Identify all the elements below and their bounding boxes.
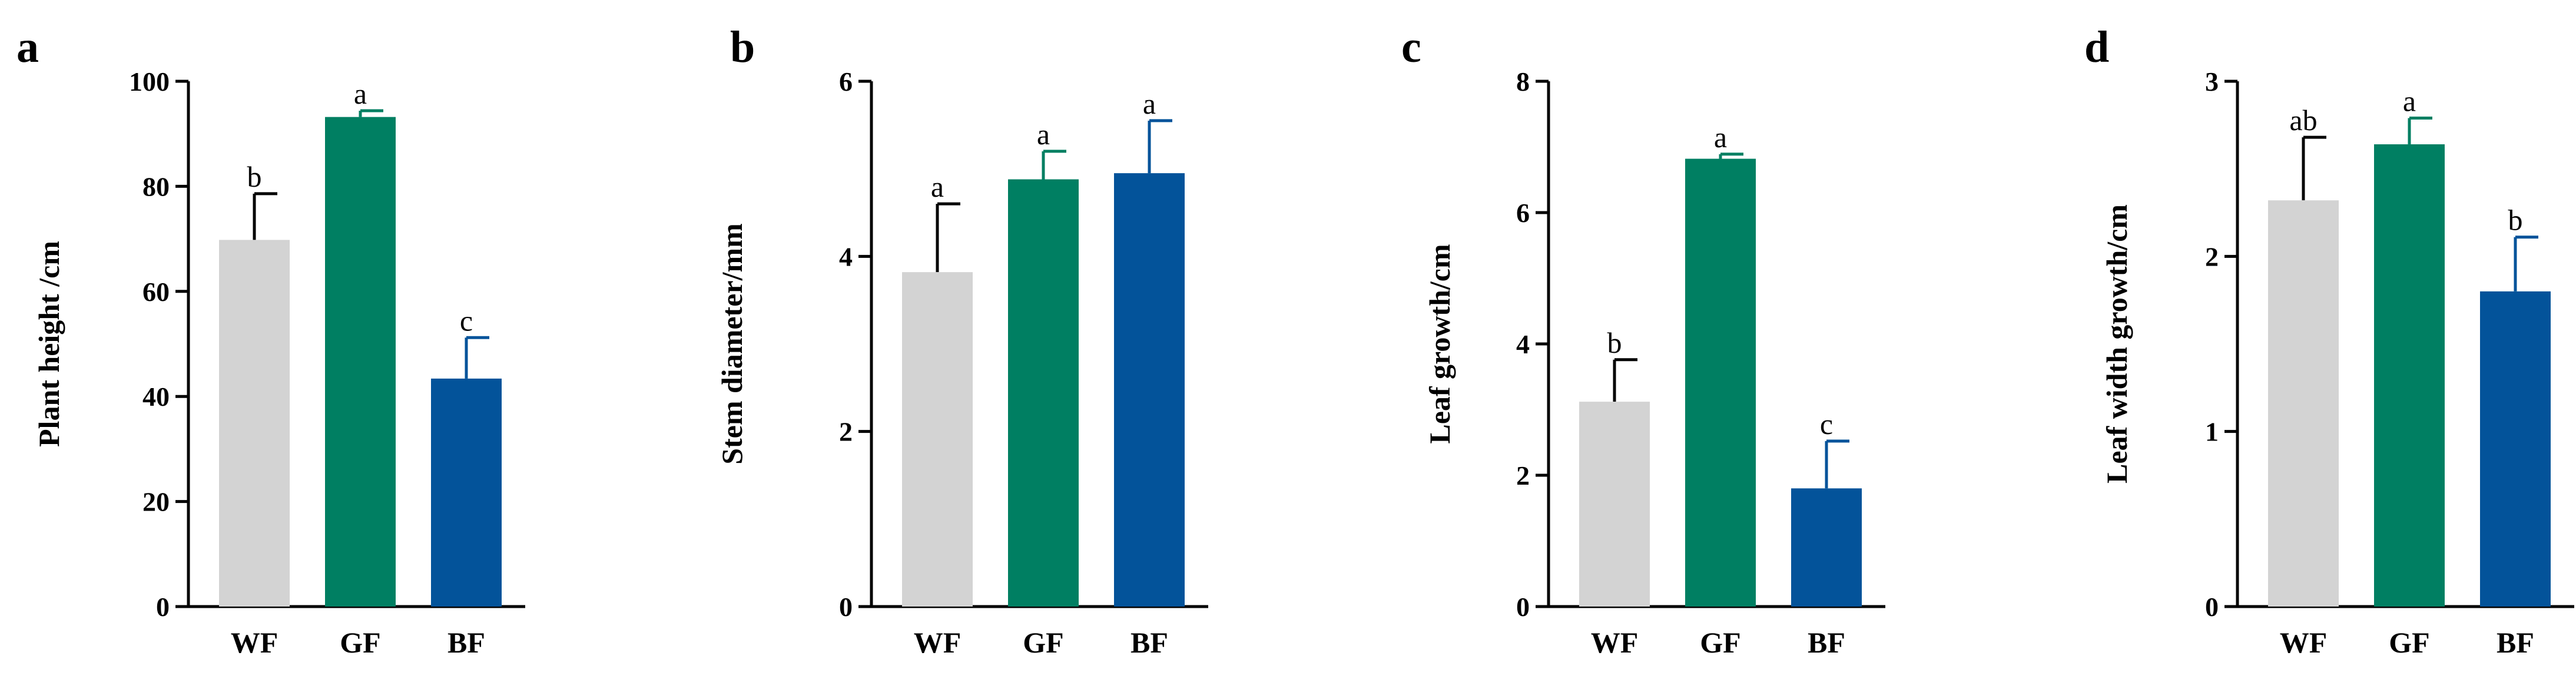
bar-BF xyxy=(1791,488,1862,607)
panel-letter: c xyxy=(1401,22,1421,72)
bar-WF xyxy=(219,240,290,607)
y-tick-label: 0 xyxy=(2205,592,2219,622)
significance-label: a xyxy=(1143,87,1156,120)
x-tick-label: WF xyxy=(2280,626,2328,659)
significance-label: b xyxy=(247,160,262,193)
significance-label: ab xyxy=(2289,104,2317,137)
significance-label: c xyxy=(1820,408,1833,440)
significance-label: a xyxy=(931,170,944,203)
y-tick-label: 60 xyxy=(142,277,170,307)
y-tick-label: 0 xyxy=(1516,592,1530,622)
x-tick-label: BF xyxy=(2497,626,2534,659)
significance-label: b xyxy=(2508,204,2523,237)
bar-GF xyxy=(1008,179,1079,607)
significance-label: a xyxy=(2403,84,2416,117)
y-tick-label: 4 xyxy=(1516,329,1530,359)
bar-GF xyxy=(325,117,396,607)
y-tick-label: 0 xyxy=(839,592,853,622)
chart-panel-b: b Stem diameter/mm 0 2 4 6 a WF a GF a BF xyxy=(715,22,1208,659)
y-tick-label: 2 xyxy=(2205,241,2219,271)
x-tick-label: BF xyxy=(447,626,485,659)
y-tick-label: 8 xyxy=(1516,67,1530,97)
panel-letter: b xyxy=(730,22,755,72)
y-tick-label: 100 xyxy=(129,67,170,97)
x-tick-label: GF xyxy=(2389,626,2429,659)
bar-BF xyxy=(2480,291,2551,607)
significance-label: c xyxy=(460,304,473,337)
x-tick-label: BF xyxy=(1808,626,1845,659)
bar-BF xyxy=(431,378,502,607)
x-tick-label: WF xyxy=(1591,626,1639,659)
y-tick-label: 40 xyxy=(142,382,170,412)
significance-label: a xyxy=(354,77,367,110)
y-tick-label: 2 xyxy=(1516,461,1530,491)
x-tick-label: GF xyxy=(1700,626,1740,659)
x-tick-label: WF xyxy=(914,626,962,659)
chart-panel-c: c Leaf growth/cm 0 2 4 6 8 b WF a GF c BF xyxy=(1401,22,1885,659)
bar-WF xyxy=(902,272,973,607)
y-axis-label: Plant height /cm xyxy=(32,241,65,447)
panel-letter: a xyxy=(16,22,39,72)
x-tick-label: BF xyxy=(1130,626,1168,659)
x-tick-label: GF xyxy=(340,626,380,659)
panel-letter: d xyxy=(2084,22,2109,72)
bar-BF xyxy=(1114,173,1185,607)
bar-GF xyxy=(1685,158,1756,607)
y-tick-label: 2 xyxy=(839,417,853,447)
y-axis-label: Leaf growth/cm xyxy=(1423,244,1456,443)
chart-panel-d: d Leaf width growth/cm 0 1 2 3 ab WF a GF b BF xyxy=(2084,22,2574,659)
significance-label: a xyxy=(1714,121,1727,154)
chart-panel-a: a Plant height /cm 0 20 40 60 80 100 b WF a GF c BF xyxy=(16,22,525,659)
bar-WF xyxy=(1579,402,1650,607)
y-tick-label: 6 xyxy=(839,67,853,97)
y-tick-label: 80 xyxy=(142,171,170,201)
y-tick-label: 4 xyxy=(839,241,853,271)
x-tick-label: GF xyxy=(1023,626,1063,659)
bar-WF xyxy=(2268,200,2339,607)
x-tick-label: WF xyxy=(231,626,279,659)
y-tick-label: 6 xyxy=(1516,198,1530,228)
significance-label: a xyxy=(1037,118,1050,151)
y-axis-label: Stem diameter/mm xyxy=(715,223,748,465)
y-tick-label: 1 xyxy=(2205,417,2219,447)
y-tick-label: 3 xyxy=(2205,67,2219,97)
significance-label: b xyxy=(1607,326,1622,359)
y-tick-label: 20 xyxy=(142,487,170,517)
y-axis-label: Leaf width growth/cm xyxy=(2100,204,2133,483)
y-tick-label: 0 xyxy=(156,592,170,622)
bar-GF xyxy=(2374,144,2445,607)
